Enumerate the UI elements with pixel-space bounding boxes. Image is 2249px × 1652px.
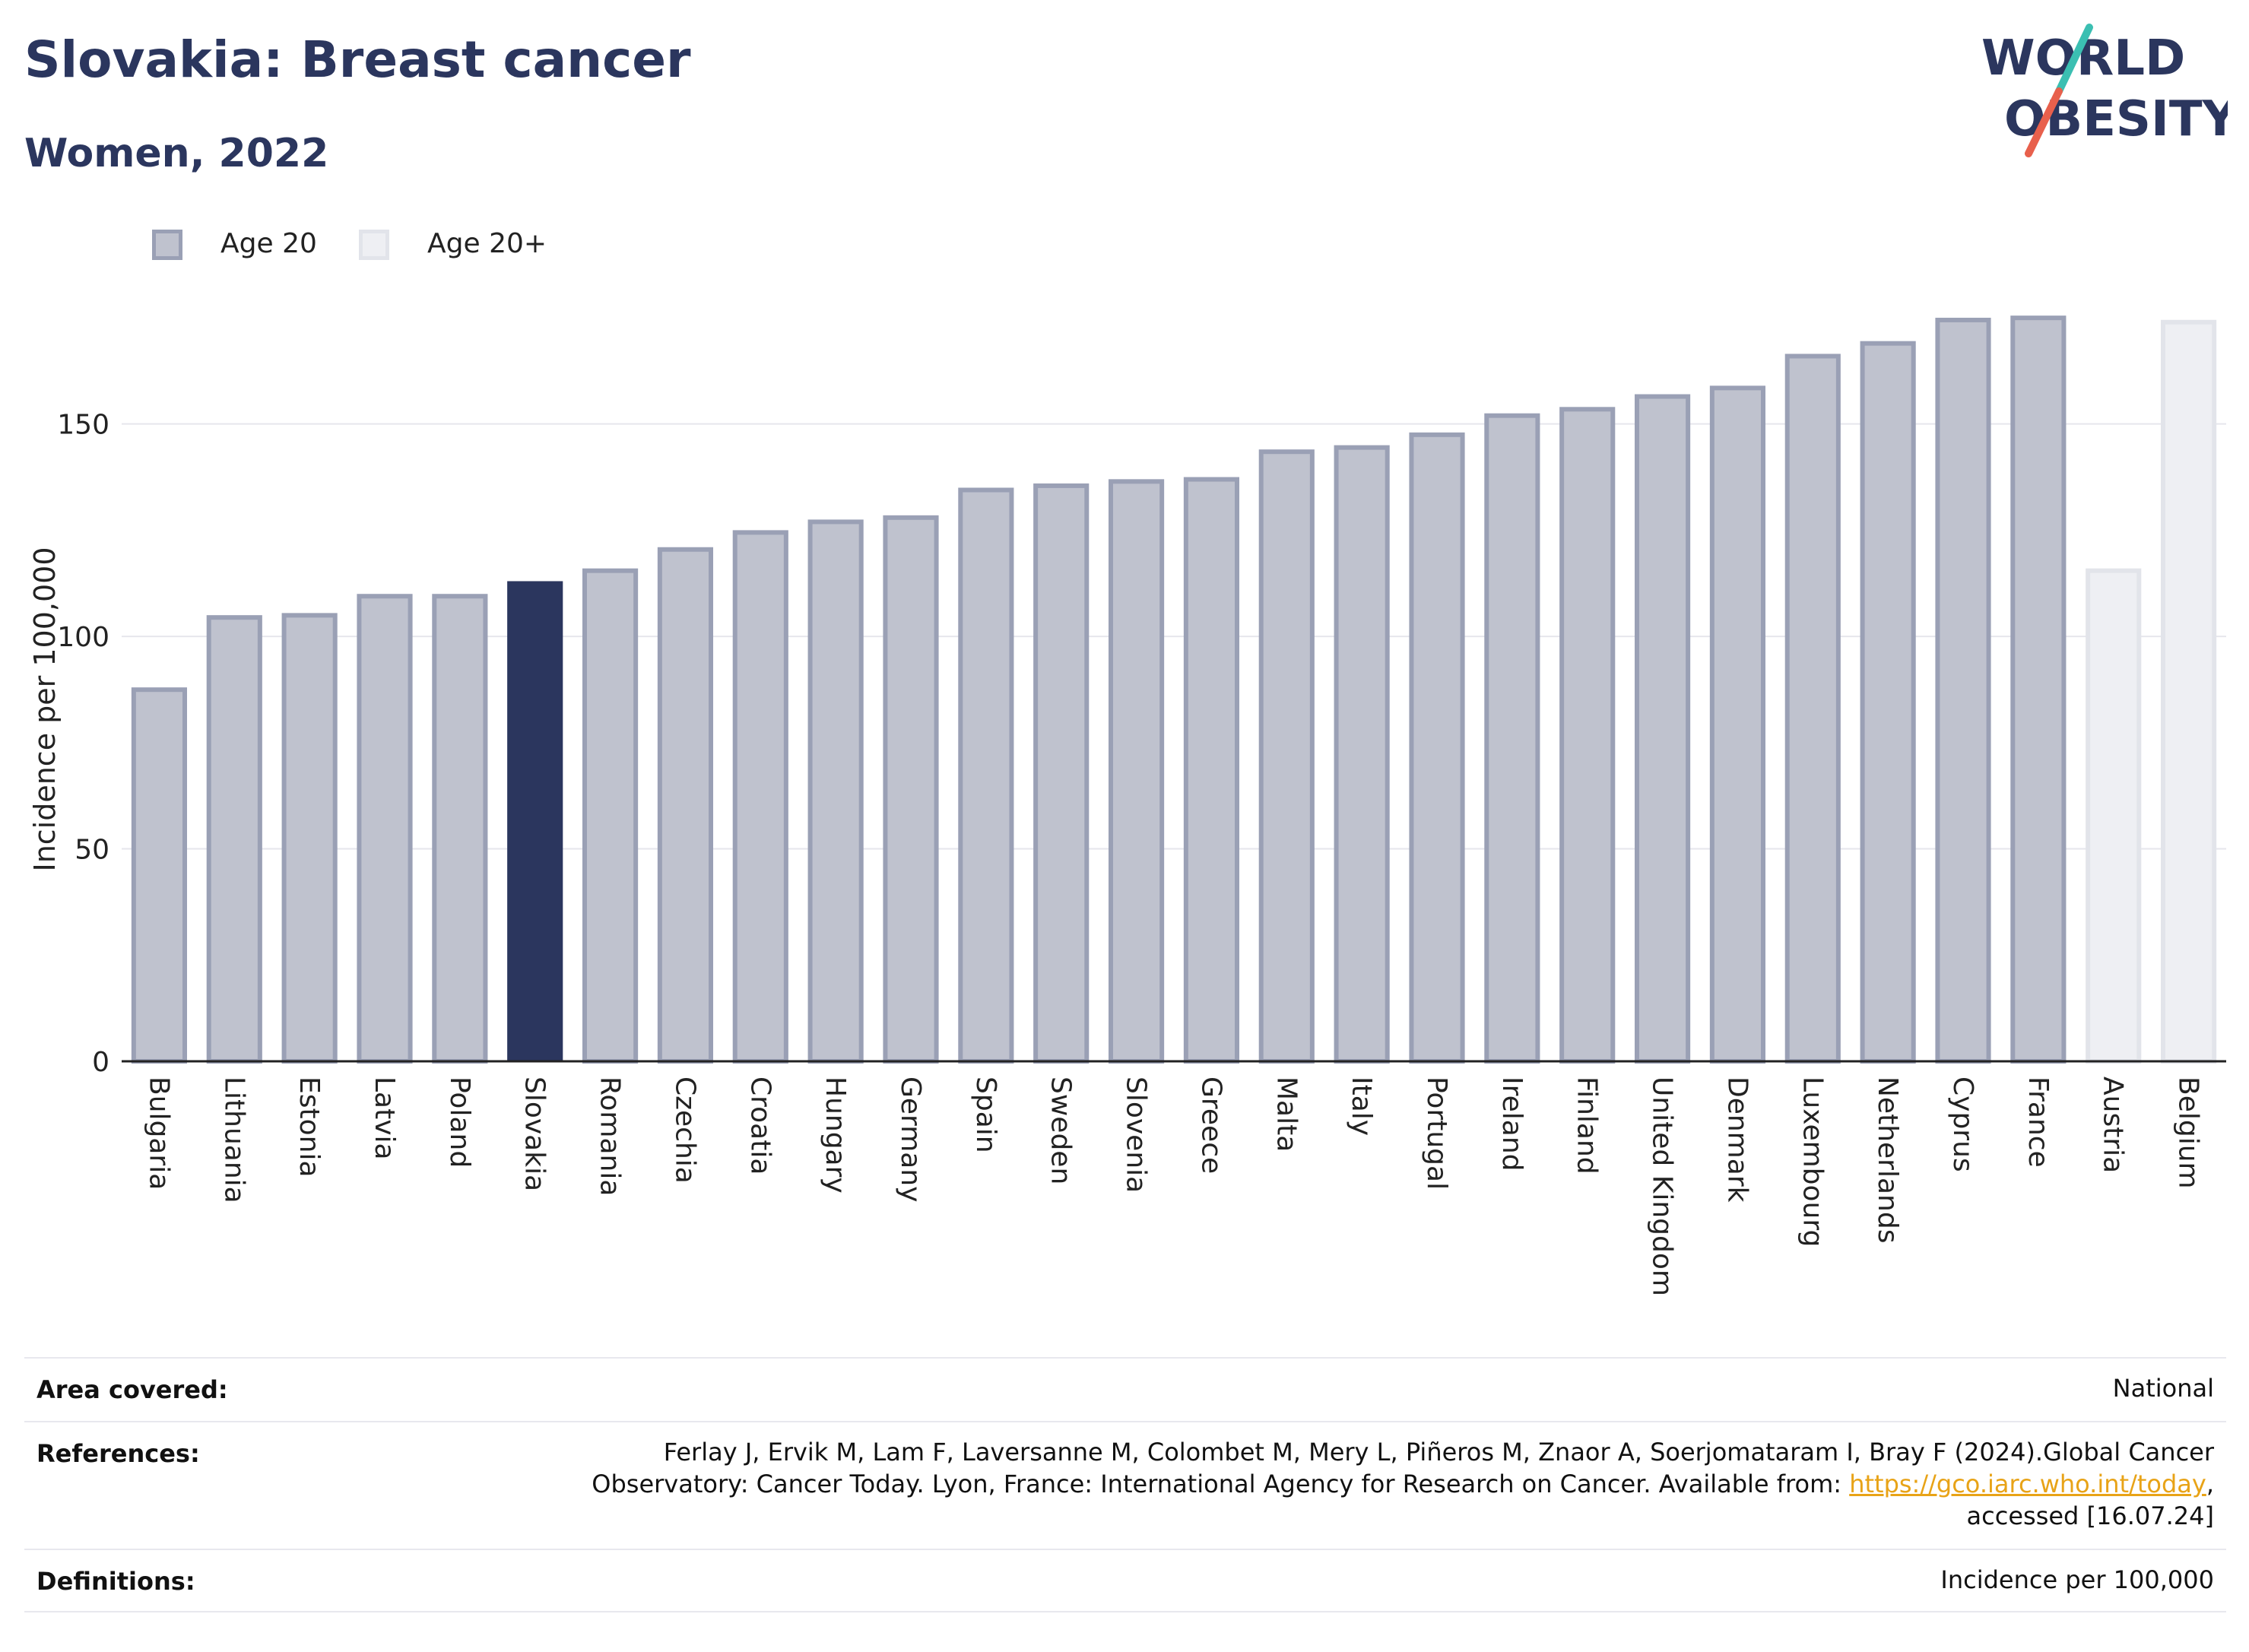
x-tick-label: Ireland [1496,1076,1527,1172]
bar-latvia[interactable] [357,594,413,1064]
definitions-value: Incidence per 100,000 [1940,1565,2214,1594]
bar-greece[interactable] [1183,477,1240,1064]
bar-germany[interactable] [883,515,939,1064]
references-text: , [2206,1470,2214,1498]
x-tick-label: Slovakia [519,1076,550,1191]
bar-united-kingdom[interactable] [1634,394,1691,1064]
bar-chart: 0 50 100 150 Bulgaria Lithuania Estonia Latvia… [28,315,2226,1296]
legend-swatch-age20 [152,230,182,260]
x-tick-label: Poland [444,1076,475,1168]
y-axis-label: Incidence per 100,000 [28,547,62,871]
bar-poland[interactable] [432,594,488,1064]
chart-bars [131,315,2217,1064]
bar-croatia[interactable] [732,530,788,1064]
x-tick-label: France [2022,1076,2054,1168]
y-tick-label: 150 [57,410,109,441]
bar-hungary[interactable] [807,519,864,1064]
x-tick-label: Italy [1346,1076,1377,1136]
references-link[interactable]: https://gco.iarc.who.int/today [1849,1470,2206,1498]
bar-france[interactable] [2010,315,2067,1064]
x-axis: Bulgaria Lithuania Estonia Latvia Poland Slov… [122,1060,2226,1296]
bar-luxembourg[interactable] [1784,354,1841,1064]
references-line-2: Observatory: Cancer Today. Lyon, France:… [592,1468,2214,1500]
x-tick-label: Greece [1195,1076,1226,1174]
references-line-1: Ferlay J, Ervik M, Lam F, Laversanne M, … [663,1438,2214,1467]
x-tick-label: Denmark [1721,1076,1753,1203]
x-tick-label: Latvia [369,1076,400,1160]
x-tick-label: Spain [970,1076,1001,1153]
bar-lithuania[interactable] [206,615,262,1064]
references-line-3: accessed [16.07.24] [1966,1501,2214,1530]
logo-slash-red [2025,87,2063,157]
bar-estonia[interactable] [281,613,338,1064]
bar-netherlands[interactable] [1860,341,1916,1064]
world-obesity-logo: WORLD OBESITY [1981,24,2228,157]
bar-spain[interactable] [958,487,1014,1064]
bar-ireland[interactable] [1484,413,1540,1064]
bar-sweden[interactable] [1033,483,1090,1064]
bar-bulgaria[interactable] [131,687,188,1064]
x-tick-label: Netherlands [1872,1076,1903,1243]
x-tick-label: Malta [1270,1076,1302,1152]
bar-cyprus[interactable] [1935,317,1991,1064]
chart-subtitle: Women, 2022 [24,131,329,176]
bar-portugal[interactable] [1409,432,1465,1064]
y-axis: 0 50 100 150 [57,410,109,1078]
bar-italy[interactable] [1334,445,1390,1064]
x-tick-label: Lithuania [218,1076,249,1203]
x-tick-label: Belgium [2173,1076,2204,1189]
legend-label: Age 20+ [427,228,547,259]
chart-title: Slovakia: Breast cancer [24,30,691,89]
x-tick-label: Romania [595,1076,626,1196]
bar-romania[interactable] [582,568,639,1064]
x-tick-label: Hungary [820,1076,851,1194]
x-tick-label: Croatia [744,1076,776,1175]
info-table: Area covered: National References: Ferla… [24,1357,2226,1612]
info-row-references: References: Ferlay J, Ervik M, Lam F, La… [24,1421,2226,1549]
x-tick-label: Slovenia [1121,1076,1152,1193]
bar-denmark[interactable] [1709,385,1766,1064]
legend-label: Age 20 [220,228,317,259]
y-tick-label: 0 [92,1047,109,1078]
x-tick-label: Austria [2098,1076,2129,1173]
x-tick-label: United Kingdom [1647,1076,1678,1296]
references-text: Observatory: Cancer Today. Lyon, France:… [592,1470,1850,1498]
x-tick-label: Bulgaria [143,1076,174,1190]
area-covered-label: Area covered: [36,1375,228,1404]
x-tick-label: Portugal [1421,1076,1452,1190]
y-tick-label: 100 [57,622,109,653]
bar-malta[interactable] [1258,449,1315,1064]
info-row-area: Area covered: National [24,1357,2226,1421]
y-tick-label: 50 [75,835,109,866]
bar-slovenia[interactable] [1108,479,1165,1064]
area-covered-value: National [2112,1374,2214,1403]
bar-austria[interactable] [2086,568,2142,1064]
x-tick-label: Luxembourg [1797,1076,1828,1247]
references-label: References: [36,1439,200,1468]
x-tick-label: Cyprus [1947,1076,1978,1172]
info-row-definitions: Definitions: Incidence per 100,000 [24,1549,2226,1612]
logo-slash-teal [2055,24,2093,95]
bar-slovakia[interactable] [507,581,563,1061]
x-tick-label: Finland [1572,1076,1603,1175]
x-tick-label: Czechia [669,1076,700,1184]
bar-czechia[interactable] [657,547,714,1064]
x-tick-label: Sweden [1045,1076,1077,1184]
bar-finland[interactable] [1559,407,1616,1064]
legend-swatch-age20plus [359,230,389,260]
references-value: Ferlay J, Ervik M, Lam F, Laversanne M, … [592,1436,2214,1532]
bar-belgium[interactable] [2160,319,2217,1064]
x-tick-label: Estonia [293,1076,325,1178]
definitions-label: Definitions: [36,1567,195,1596]
x-tick-label: Germany [895,1076,926,1202]
